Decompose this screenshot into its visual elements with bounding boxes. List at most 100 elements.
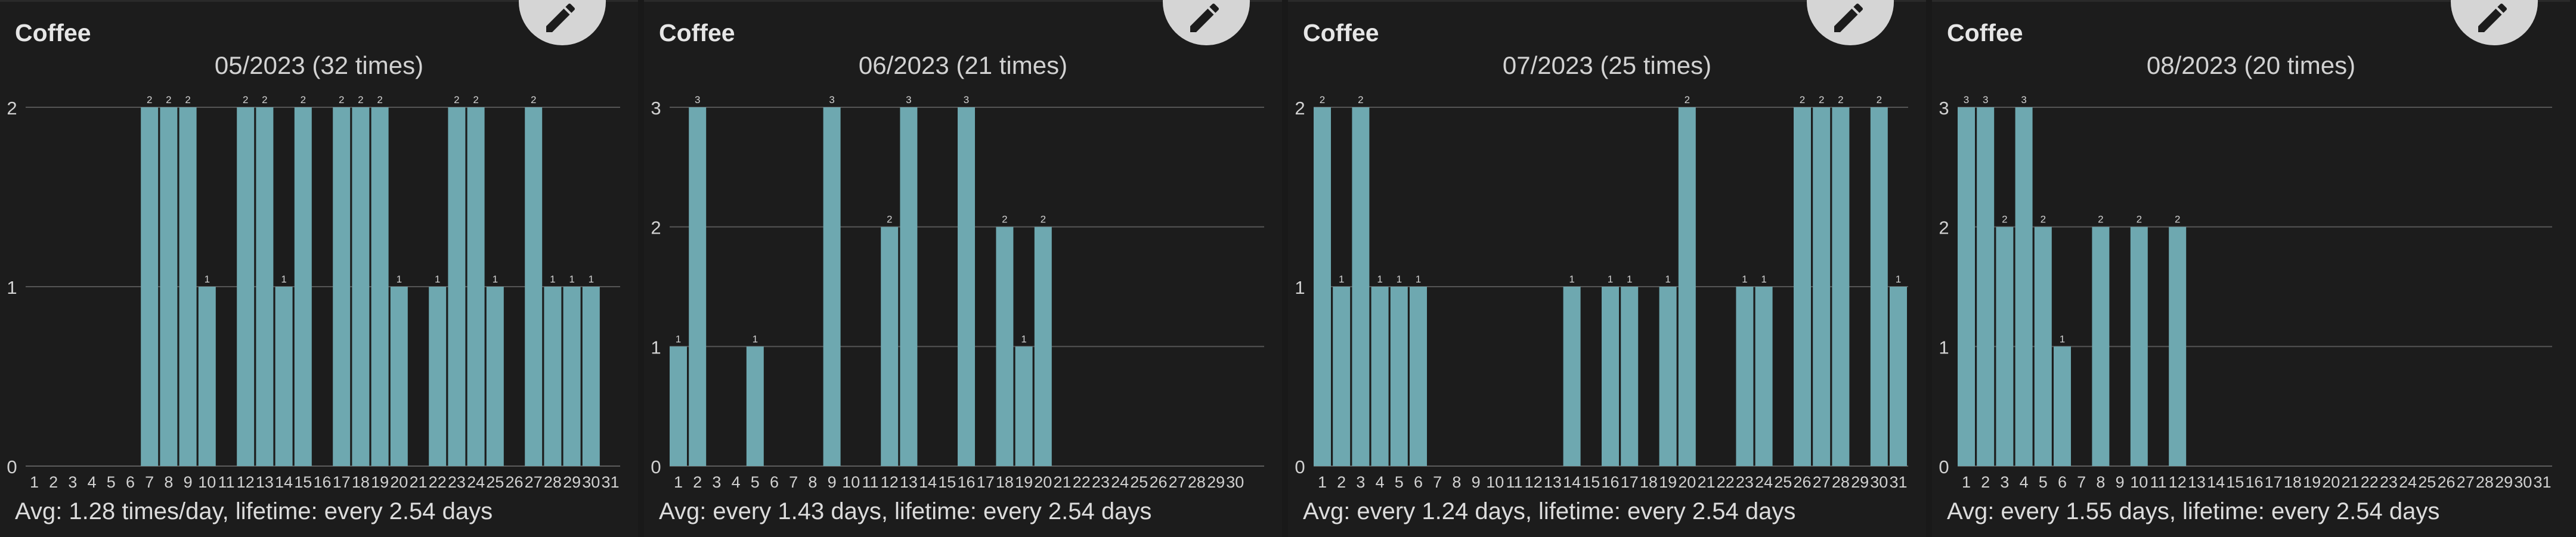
x-tick-label: 26 (1793, 473, 1811, 489)
x-tick-label: 21 (1697, 473, 1715, 489)
x-tick-label: 28 (1188, 473, 1206, 489)
x-tick-label: 15 (294, 473, 312, 489)
bar (1813, 107, 1831, 466)
x-tick-label: 3 (712, 473, 721, 489)
x-tick-label: 16 (957, 473, 975, 489)
x-tick-label: 15 (1582, 473, 1600, 489)
average-stats: Avg: every 1.24 days, lifetime: every 2.… (1303, 498, 1796, 524)
x-tick-label: 6 (770, 473, 779, 489)
data-label: 2 (531, 94, 536, 105)
x-tick-label: 8 (808, 473, 817, 489)
bar (160, 107, 178, 466)
y-tick-label: 0 (651, 457, 661, 477)
data-label: 2 (185, 94, 190, 105)
x-tick-label: 17 (333, 473, 351, 489)
x-tick-label: 5 (1395, 473, 1404, 489)
x-tick-label: 18 (996, 473, 1014, 489)
x-tick-label: 14 (2207, 473, 2225, 489)
x-tick-label: 8 (1452, 473, 1461, 489)
y-tick-label: 1 (1939, 337, 1949, 358)
x-tick-label: 19 (2303, 473, 2321, 489)
bar (563, 287, 581, 466)
card-top-border (1932, 0, 2570, 2)
x-tick-label: 1 (1962, 473, 1971, 489)
data-label: 2 (1041, 214, 1046, 225)
x-tick-label: 24 (1755, 473, 1773, 489)
x-tick-label: 4 (1376, 473, 1385, 489)
bar (448, 107, 466, 466)
data-label: 2 (301, 94, 306, 105)
y-tick-label: 1 (651, 337, 661, 358)
x-tick-label: 7 (145, 473, 154, 489)
bar (275, 287, 293, 466)
x-tick-label: 6 (2058, 473, 2067, 489)
data-label: 2 (1320, 94, 1325, 105)
data-label: 3 (906, 94, 911, 105)
x-tick-label: 31 (1889, 473, 1907, 489)
x-tick-label: 9 (828, 473, 837, 489)
y-tick-label: 2 (1939, 218, 1949, 238)
data-label: 1 (1569, 274, 1574, 285)
x-tick-label: 11 (2150, 473, 2166, 489)
x-tick-label: 12 (881, 473, 899, 489)
y-tick-label: 3 (1939, 98, 1949, 119)
x-tick-label: 10 (2130, 473, 2148, 489)
x-tick-label: 5 (2039, 473, 2048, 489)
x-tick-label: 23 (1092, 473, 1110, 489)
bar (371, 107, 389, 466)
x-tick-label: 25 (1774, 473, 1792, 489)
bar (670, 346, 687, 466)
data-label: 2 (243, 94, 248, 105)
bar (1678, 107, 1696, 466)
x-tick-label: 25 (486, 473, 504, 489)
data-label: 2 (2041, 214, 2046, 225)
x-tick-label: 11 (218, 473, 234, 489)
bar (1034, 226, 1052, 466)
data-label: 1 (1896, 274, 1901, 285)
x-tick-label: 30 (582, 473, 600, 489)
x-tick-label: 13 (256, 473, 274, 489)
bar (1333, 287, 1351, 466)
x-tick-label: 19 (1659, 473, 1677, 489)
bar (1977, 107, 1995, 466)
data-label: 3 (1964, 94, 1969, 105)
data-label: 2 (147, 94, 152, 105)
data-label: 1 (2060, 333, 2065, 344)
bar (1890, 287, 1907, 466)
bar (881, 226, 899, 466)
x-tick-label: 29 (1207, 473, 1225, 489)
x-tick-label: 27 (1169, 473, 1187, 489)
pencil-icon (1834, 3, 1863, 32)
x-tick-label: 22 (2361, 473, 2379, 489)
data-label: 1 (1665, 274, 1670, 285)
data-label: 2 (1800, 94, 1805, 105)
x-tick-label: 21 (409, 473, 427, 489)
data-label: 1 (676, 333, 681, 344)
x-tick-label: 23 (448, 473, 466, 489)
x-tick-label: 4 (732, 473, 741, 489)
x-tick-label: 5 (751, 473, 760, 489)
bar (256, 107, 274, 466)
bar (1015, 346, 1033, 466)
x-tick-label: 24 (1111, 473, 1129, 489)
bar (1996, 226, 2014, 466)
data-label: 2 (166, 94, 171, 105)
data-label: 1 (1339, 274, 1344, 285)
data-label: 2 (887, 214, 892, 225)
x-tick-label: 28 (1832, 473, 1850, 489)
x-tick-label: 27 (525, 473, 543, 489)
card-top-border (0, 0, 638, 2)
data-label: 1 (569, 274, 574, 285)
data-label: 3 (695, 94, 700, 105)
x-tick-label: 1 (674, 473, 683, 489)
x-tick-label: 22 (1717, 473, 1735, 489)
x-tick-label: 2 (49, 473, 58, 489)
x-tick-label: 31 (601, 473, 619, 489)
